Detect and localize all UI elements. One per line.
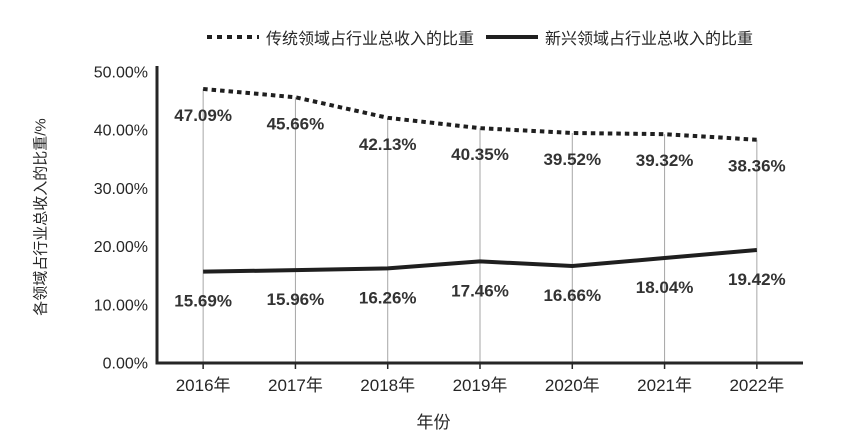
- data-label-series-2: 15.96%: [267, 290, 325, 309]
- y-tick-label: 0.00%: [103, 356, 148, 373]
- data-label-series-2: 19.42%: [728, 270, 786, 289]
- x-tick-label: 2022年: [729, 376, 784, 395]
- x-tick-label: 2016年: [176, 376, 231, 395]
- data-label-series-2: 16.26%: [359, 288, 417, 307]
- x-tick-label: 2018年: [360, 376, 415, 395]
- data-label-series-2: 17.46%: [451, 281, 509, 300]
- data-label-series-1: 45.66%: [267, 114, 325, 133]
- legend-item-traditional: 传统领域占行业总收入的比重: [206, 25, 474, 49]
- x-tick-label: 2021年: [637, 376, 692, 395]
- data-label-series-2: 16.66%: [543, 286, 601, 305]
- legend-item-emerging: 新兴领域占行业总收入的比重: [486, 25, 753, 49]
- data-label-series-1: 40.35%: [451, 145, 509, 164]
- data-label-series-1: 38.36%: [728, 157, 786, 176]
- y-tick-label: 50.00%: [94, 65, 148, 82]
- y-tick-label: 10.00%: [94, 297, 148, 314]
- data-label-series-2: 15.69%: [174, 292, 232, 311]
- data-label-series-1: 39.52%: [543, 150, 601, 169]
- x-tick-label: 2020年: [545, 376, 600, 395]
- legend-label-traditional: 传统领域占行业总收入的比重: [265, 31, 474, 48]
- x-tick-label: 2019年: [453, 376, 508, 395]
- x-axis-title: 年份: [416, 413, 451, 432]
- series-line-2: [203, 247, 758, 274]
- y-tick-label: 40.00%: [94, 123, 148, 140]
- y-tick-label: 20.00%: [94, 239, 148, 256]
- legend-label-emerging: 新兴领域占行业总收入的比重: [545, 31, 754, 48]
- x-tick-label: 2017年: [268, 376, 323, 395]
- chart-legend: 传统领域占行业总收入的比重 新兴领域占行业总收入的比重: [157, 26, 803, 48]
- solid-line-swatch-icon: [486, 35, 538, 39]
- dotted-line-swatch-icon: [206, 35, 259, 39]
- y-tick-label: 30.00%: [94, 181, 148, 198]
- data-label-series-2: 18.04%: [636, 278, 694, 297]
- data-label-series-1: 42.13%: [359, 135, 417, 154]
- data-label-series-1: 47.09%: [174, 106, 232, 125]
- data-label-series-1: 39.32%: [636, 151, 694, 170]
